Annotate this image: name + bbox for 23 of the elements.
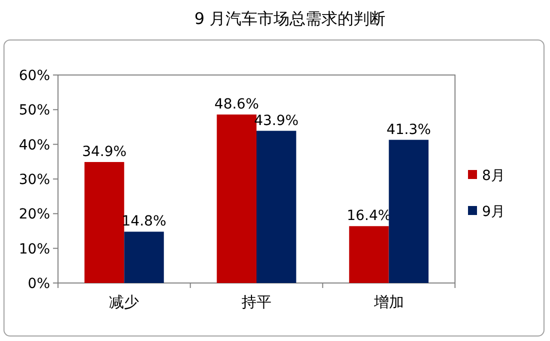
data-label: 41.3% xyxy=(386,122,431,138)
y-tick-label: 10% xyxy=(18,241,50,258)
x-tick-label: 增加 xyxy=(372,293,404,311)
y-tick-label: 30% xyxy=(18,172,50,188)
y-tick-label: 60% xyxy=(18,68,50,84)
bar xyxy=(124,232,164,283)
x-tick-label: 持平 xyxy=(242,293,272,311)
legend-label: 8月 xyxy=(482,168,505,184)
bar xyxy=(349,226,389,283)
y-tick-label: 20% xyxy=(18,206,50,223)
x-tick-label: 减少 xyxy=(109,293,140,311)
data-label: 34.9% xyxy=(82,144,127,160)
bar xyxy=(256,130,296,283)
data-label: 16.4% xyxy=(346,208,392,224)
y-tick-label: 0% xyxy=(28,276,50,292)
bar xyxy=(216,114,256,283)
y-tick-label: 40% xyxy=(18,137,50,154)
bar xyxy=(388,140,429,283)
legend-label: 9月 xyxy=(482,204,505,220)
chart-title: 9 月汽车市场总需求的判断 xyxy=(194,9,386,28)
bar xyxy=(84,162,124,283)
y-tick-label: 50% xyxy=(18,102,50,119)
data-label: 48.6% xyxy=(214,96,259,113)
